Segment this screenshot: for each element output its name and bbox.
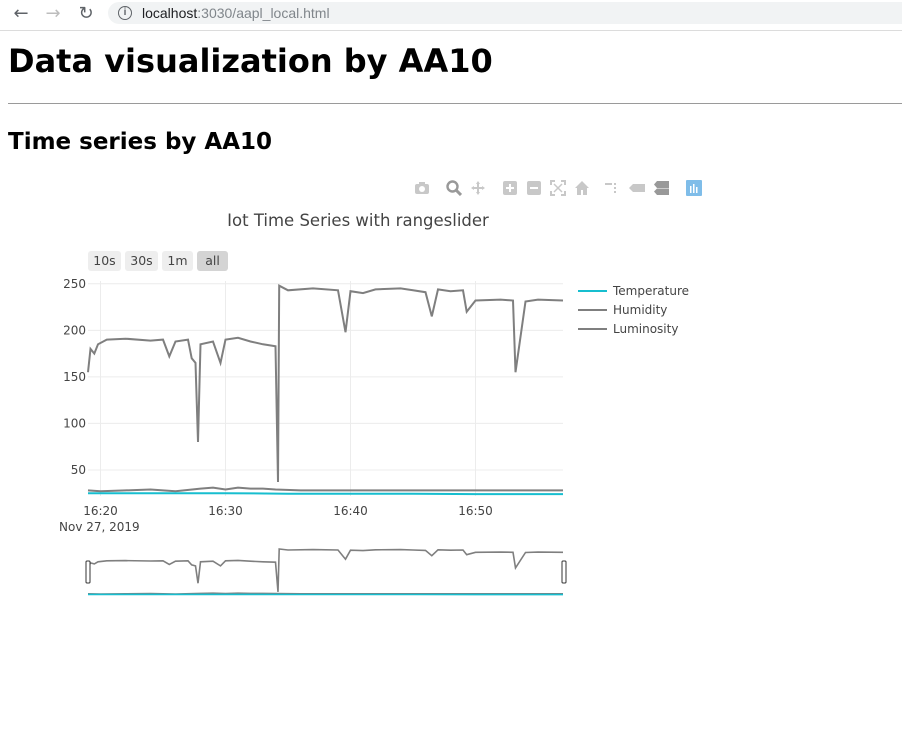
page-subtitle: Time series by AA10 <box>8 129 273 155</box>
legend-label-temperature[interactable]: Temperature <box>612 284 689 298</box>
forward-button[interactable]: → <box>41 3 65 25</box>
range-button-30s[interactable]: 30s <box>125 251 158 271</box>
hover-compare-icon[interactable] <box>653 180 669 196</box>
plot-series[interactable] <box>87 284 564 496</box>
series-line-temperature[interactable] <box>88 492 563 496</box>
series-line-luminosity[interactable] <box>87 284 564 483</box>
url-path: :3030/aapl_local.html <box>197 5 330 21</box>
legend-label-humidity[interactable]: Humidity <box>613 303 667 317</box>
legend[interactable]: Temperature Humidity Luminosity <box>578 284 689 336</box>
hover-closest-icon[interactable] <box>628 180 645 196</box>
zoom-icon[interactable] <box>446 180 463 197</box>
slider-handle-left[interactable] <box>85 560 91 584</box>
range-slider[interactable] <box>85 548 567 596</box>
y-tick-label: 250 <box>63 277 86 291</box>
range-button-1m[interactable]: 1m <box>162 251 193 271</box>
back-button[interactable]: ← <box>9 3 33 25</box>
range-button-all[interactable]: all <box>197 251 228 271</box>
y-tick-label: 150 <box>63 370 86 384</box>
reload-icon: ↻ <box>78 3 94 24</box>
grid-lines <box>88 281 563 496</box>
range-slider-background[interactable] <box>88 548 563 595</box>
x-tick-label: 16:20 <box>83 504 118 518</box>
y-tick-label: 50 <box>71 463 86 477</box>
slider-series-luminosity <box>87 548 564 592</box>
arrow-right-icon: → <box>45 3 61 24</box>
zoom-in-icon[interactable] <box>502 180 518 196</box>
chart-title: Iot Time Series with rangeslider <box>227 211 489 230</box>
reload-button[interactable]: ↻ <box>74 3 98 25</box>
x-tick-label: 16:30 <box>208 504 243 518</box>
camera-icon[interactable] <box>414 180 430 196</box>
arrow-left-icon: ← <box>13 3 29 24</box>
info-icon[interactable]: i <box>118 6 132 20</box>
plotly-logo-icon[interactable] <box>686 180 702 196</box>
autoscale-icon[interactable] <box>550 180 566 196</box>
divider <box>8 103 902 104</box>
zoom-out-icon[interactable] <box>526 180 542 196</box>
y-tick-label: 200 <box>63 323 86 337</box>
page-title: Data visualization by AA10 <box>8 42 493 80</box>
pan-icon[interactable] <box>470 180 486 196</box>
y-axis-ticks: 50 100 150 200 250 <box>63 277 86 477</box>
url-host: localhost <box>142 5 198 21</box>
x-axis-date-label: Nov 27, 2019 <box>59 520 140 534</box>
x-tick-label: 16:40 <box>333 504 368 518</box>
x-axis-ticks: 16:20 16:30 16:40 16:50 <box>83 504 493 518</box>
legend-label-luminosity[interactable]: Luminosity <box>613 322 678 336</box>
browser-toolbar: ← → ↻ i localhost:3030/aapl_local.html <box>0 0 902 31</box>
spike-lines-icon[interactable] <box>604 180 620 196</box>
slider-handle-right[interactable] <box>561 560 567 584</box>
time-series-chart[interactable]: Iot Time Series with rangeslider 50 100 15… <box>0 170 902 610</box>
address-bar[interactable]: i localhost:3030/aapl_local.html <box>108 2 902 24</box>
range-button-10s[interactable]: 10s <box>88 251 121 271</box>
y-tick-label: 100 <box>63 416 86 430</box>
reset-axes-icon[interactable] <box>574 180 590 196</box>
x-tick-label: 16:50 <box>458 504 493 518</box>
series-line-humidity[interactable] <box>87 486 563 493</box>
url-text: localhost:3030/aapl_local.html <box>142 5 330 21</box>
